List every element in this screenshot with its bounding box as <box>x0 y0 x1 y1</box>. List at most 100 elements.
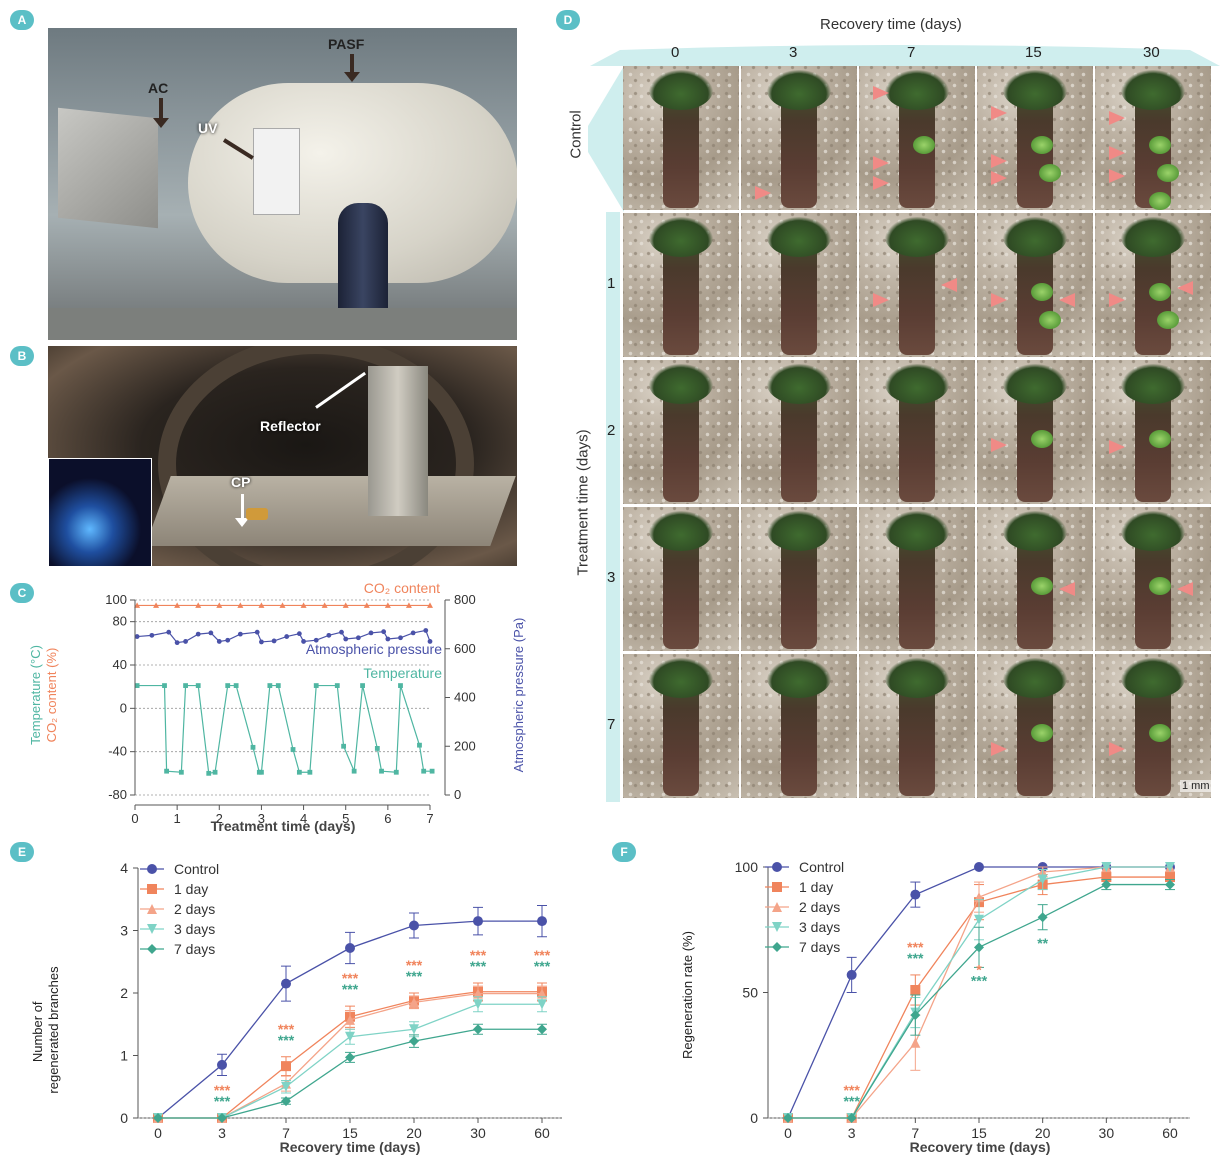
f-ytick-label: 0 <box>750 1110 758 1126</box>
panel-f-badge: F <box>612 842 636 862</box>
e-point-control <box>217 1059 227 1070</box>
f-point-2-days <box>910 1037 921 1048</box>
f-xtick-label: 3 <box>848 1125 856 1141</box>
c-point-temperature <box>341 743 347 749</box>
moss-crown <box>767 658 831 698</box>
pasf-arrow <box>350 54 354 74</box>
d-cell-r3-c4 <box>1095 507 1211 651</box>
c-point-temperature <box>429 768 435 774</box>
f-point-7-days <box>974 942 984 953</box>
d-row-label-3: 3 <box>607 569 616 586</box>
f-legend-marker-3-days <box>772 922 782 932</box>
f-point-control <box>910 889 921 900</box>
c-point-temperature <box>296 769 302 775</box>
f-significance-mark: *** <box>843 1093 860 1109</box>
c-point-pressure <box>174 640 180 646</box>
e-legend-label-3-days: 3 days <box>174 921 215 937</box>
c-point-pressure <box>271 638 277 644</box>
c-point-temperature <box>233 683 239 688</box>
e-point-3-days <box>281 1081 291 1092</box>
moss-crown <box>1121 217 1185 257</box>
f-point-7-days <box>783 1113 793 1123</box>
c-temperature-annotation: Temperature <box>363 665 442 681</box>
d-cell-r0-c3 <box>977 66 1093 210</box>
moss-crown <box>1003 364 1067 404</box>
c-point-co2 <box>195 602 202 608</box>
moss-crown <box>885 364 949 404</box>
c-point-temperature <box>250 744 256 750</box>
c-point-temperature <box>275 683 281 688</box>
c-point-temperature <box>290 747 296 752</box>
e-xtick-label: 30 <box>470 1125 486 1141</box>
c-point-co2 <box>216 602 223 608</box>
e-significance-mark: *** <box>214 1082 231 1098</box>
d-control-band <box>588 66 624 212</box>
e-significance-mark: *** <box>534 958 551 974</box>
regeneration-arrow-icon <box>1109 169 1125 183</box>
panel-b-photo: Reflector CP <box>48 346 517 566</box>
regeneration-arrow-icon <box>1059 582 1075 596</box>
sample-platform <box>145 476 516 546</box>
e-point-2-days <box>473 988 483 999</box>
c-xtick-label: 0 <box>131 811 138 826</box>
e-significance-mark: *** <box>534 947 551 963</box>
e-significance-mark: *** <box>406 968 423 984</box>
f-xtick-label: 20 <box>1035 1125 1051 1141</box>
c-point-temperature <box>183 683 188 688</box>
c-point-temperature <box>195 683 201 688</box>
c-xtick-label: 7 <box>426 811 433 826</box>
moss-crown <box>1121 70 1185 110</box>
c-gridlines <box>135 599 430 796</box>
cp-sample <box>246 508 268 520</box>
d-cell-r4-c1 <box>741 654 857 798</box>
e-significance-mark: *** <box>342 970 359 986</box>
regeneration-arrow-icon <box>991 293 1007 307</box>
f-point-7-days <box>1101 879 1112 890</box>
c-ytick-right-label: 800 <box>454 592 476 607</box>
regeneration-arrow-icon <box>873 86 889 100</box>
c-co2-annotation: CO₂ content <box>364 580 440 596</box>
f-xlabel: Recovery time (days) <box>910 1139 1051 1155</box>
c-point-pressure <box>254 629 260 635</box>
moss-crown <box>1003 70 1067 110</box>
f-ytick-label: 50 <box>742 985 758 1001</box>
inset-photo <box>48 458 152 566</box>
c-ytick-left-label: -40 <box>108 744 127 759</box>
e-point-3-days <box>473 999 483 1010</box>
d-cell-r4-c2 <box>859 654 975 798</box>
d-cell-r4-c4 <box>1095 654 1211 798</box>
regenerated-branch <box>1031 136 1053 154</box>
c-point-co2 <box>363 602 370 608</box>
f-legend-marker-7-days <box>772 942 782 952</box>
c-point-pressure <box>339 629 344 635</box>
c-point-pressure <box>134 634 140 639</box>
e-ytick-label: 1 <box>120 1048 128 1064</box>
c-xtick-label: 4 <box>300 811 307 826</box>
f-point-3-days <box>1165 862 1175 872</box>
f-point-1-day <box>1165 872 1175 883</box>
f-point-7-days <box>1165 879 1175 890</box>
c-point-co2 <box>300 602 307 608</box>
c-ytick-left-label: 0 <box>120 700 127 715</box>
c-ylabel-pressure: Atmospheric pressure (Pa) <box>511 618 526 773</box>
e-ylabel-line1: Number of <box>30 1001 45 1062</box>
moss-crown <box>1121 364 1185 404</box>
c-point-temperature <box>164 768 170 774</box>
d-cell-r0-c0 <box>623 66 739 210</box>
e-point-3-days <box>409 1024 419 1035</box>
c-point-pressure <box>410 630 416 636</box>
f-xtick-label: 60 <box>1162 1125 1178 1141</box>
c-point-pressure <box>195 631 201 637</box>
c-point-temperature <box>225 683 231 688</box>
c-point-pressure <box>208 630 214 636</box>
e-point-7-days <box>345 1052 355 1063</box>
c-point-pressure <box>381 629 387 635</box>
f-xtick-label: 30 <box>1099 1125 1115 1141</box>
c-point-temperature <box>351 768 357 774</box>
f-significance-mark: * <box>976 961 982 977</box>
e-point-7-days <box>537 1024 547 1035</box>
e-legend-marker-7-days <box>147 944 157 954</box>
